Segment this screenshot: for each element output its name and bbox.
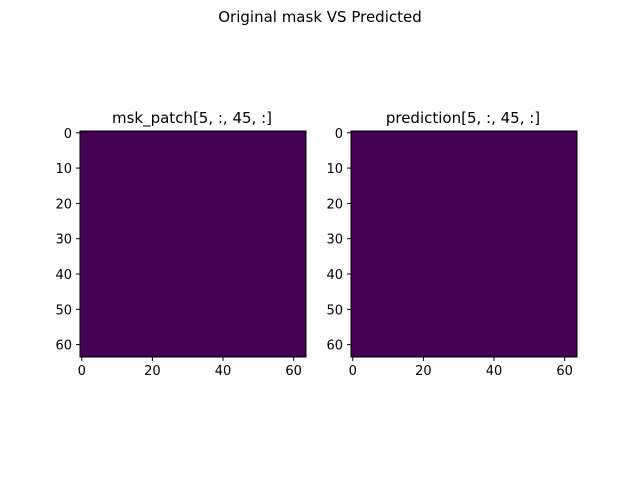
y-tick-label: 60 [326,339,343,354]
x-tick-label: 40 [486,364,503,379]
y-tick-label: 30 [55,233,72,248]
y-tick-label: 0 [335,127,343,142]
y-tick-label: 20 [55,197,72,212]
subplot-prediction: prediction[5, :, 45, :] 0 20 40 60 0 10 20 30 40… [326,109,578,379]
y-tick-label: 30 [326,233,343,248]
axes-frame [350,130,578,358]
y-tick-label: 20 [326,197,343,212]
subplot-msk-patch: msk_patch[5, :, 45, :] 0 20 40 60 0 10 20 30 40 5… [55,109,307,379]
y-tick-label: 0 [64,127,72,142]
y-tick-label: 10 [55,162,72,177]
heatmap-image [80,131,306,357]
axes-frame [79,130,307,358]
heatmap-image [351,131,577,357]
figure-suptitle: Original mask VS Predicted [218,8,422,26]
y-tick-label: 10 [326,162,343,177]
subplot-title: msk_patch[5, :, 45, :] [112,109,272,128]
x-tick-label: 40 [215,364,232,379]
y-tick-label: 40 [55,268,72,283]
y-tick-label: 50 [326,303,343,318]
subplot-title: prediction[5, :, 45, :] [386,109,540,127]
x-tick-label: 0 [349,364,357,379]
x-tick-label: 0 [78,364,86,379]
x-tick-label: 60 [556,364,573,379]
x-tick-label: 20 [144,364,161,379]
x-tick-label: 60 [285,364,302,379]
y-tick-label: 40 [326,268,343,283]
y-tick-label: 50 [55,303,72,318]
x-tick-label: 20 [415,364,432,379]
y-tick-label: 60 [55,339,72,354]
